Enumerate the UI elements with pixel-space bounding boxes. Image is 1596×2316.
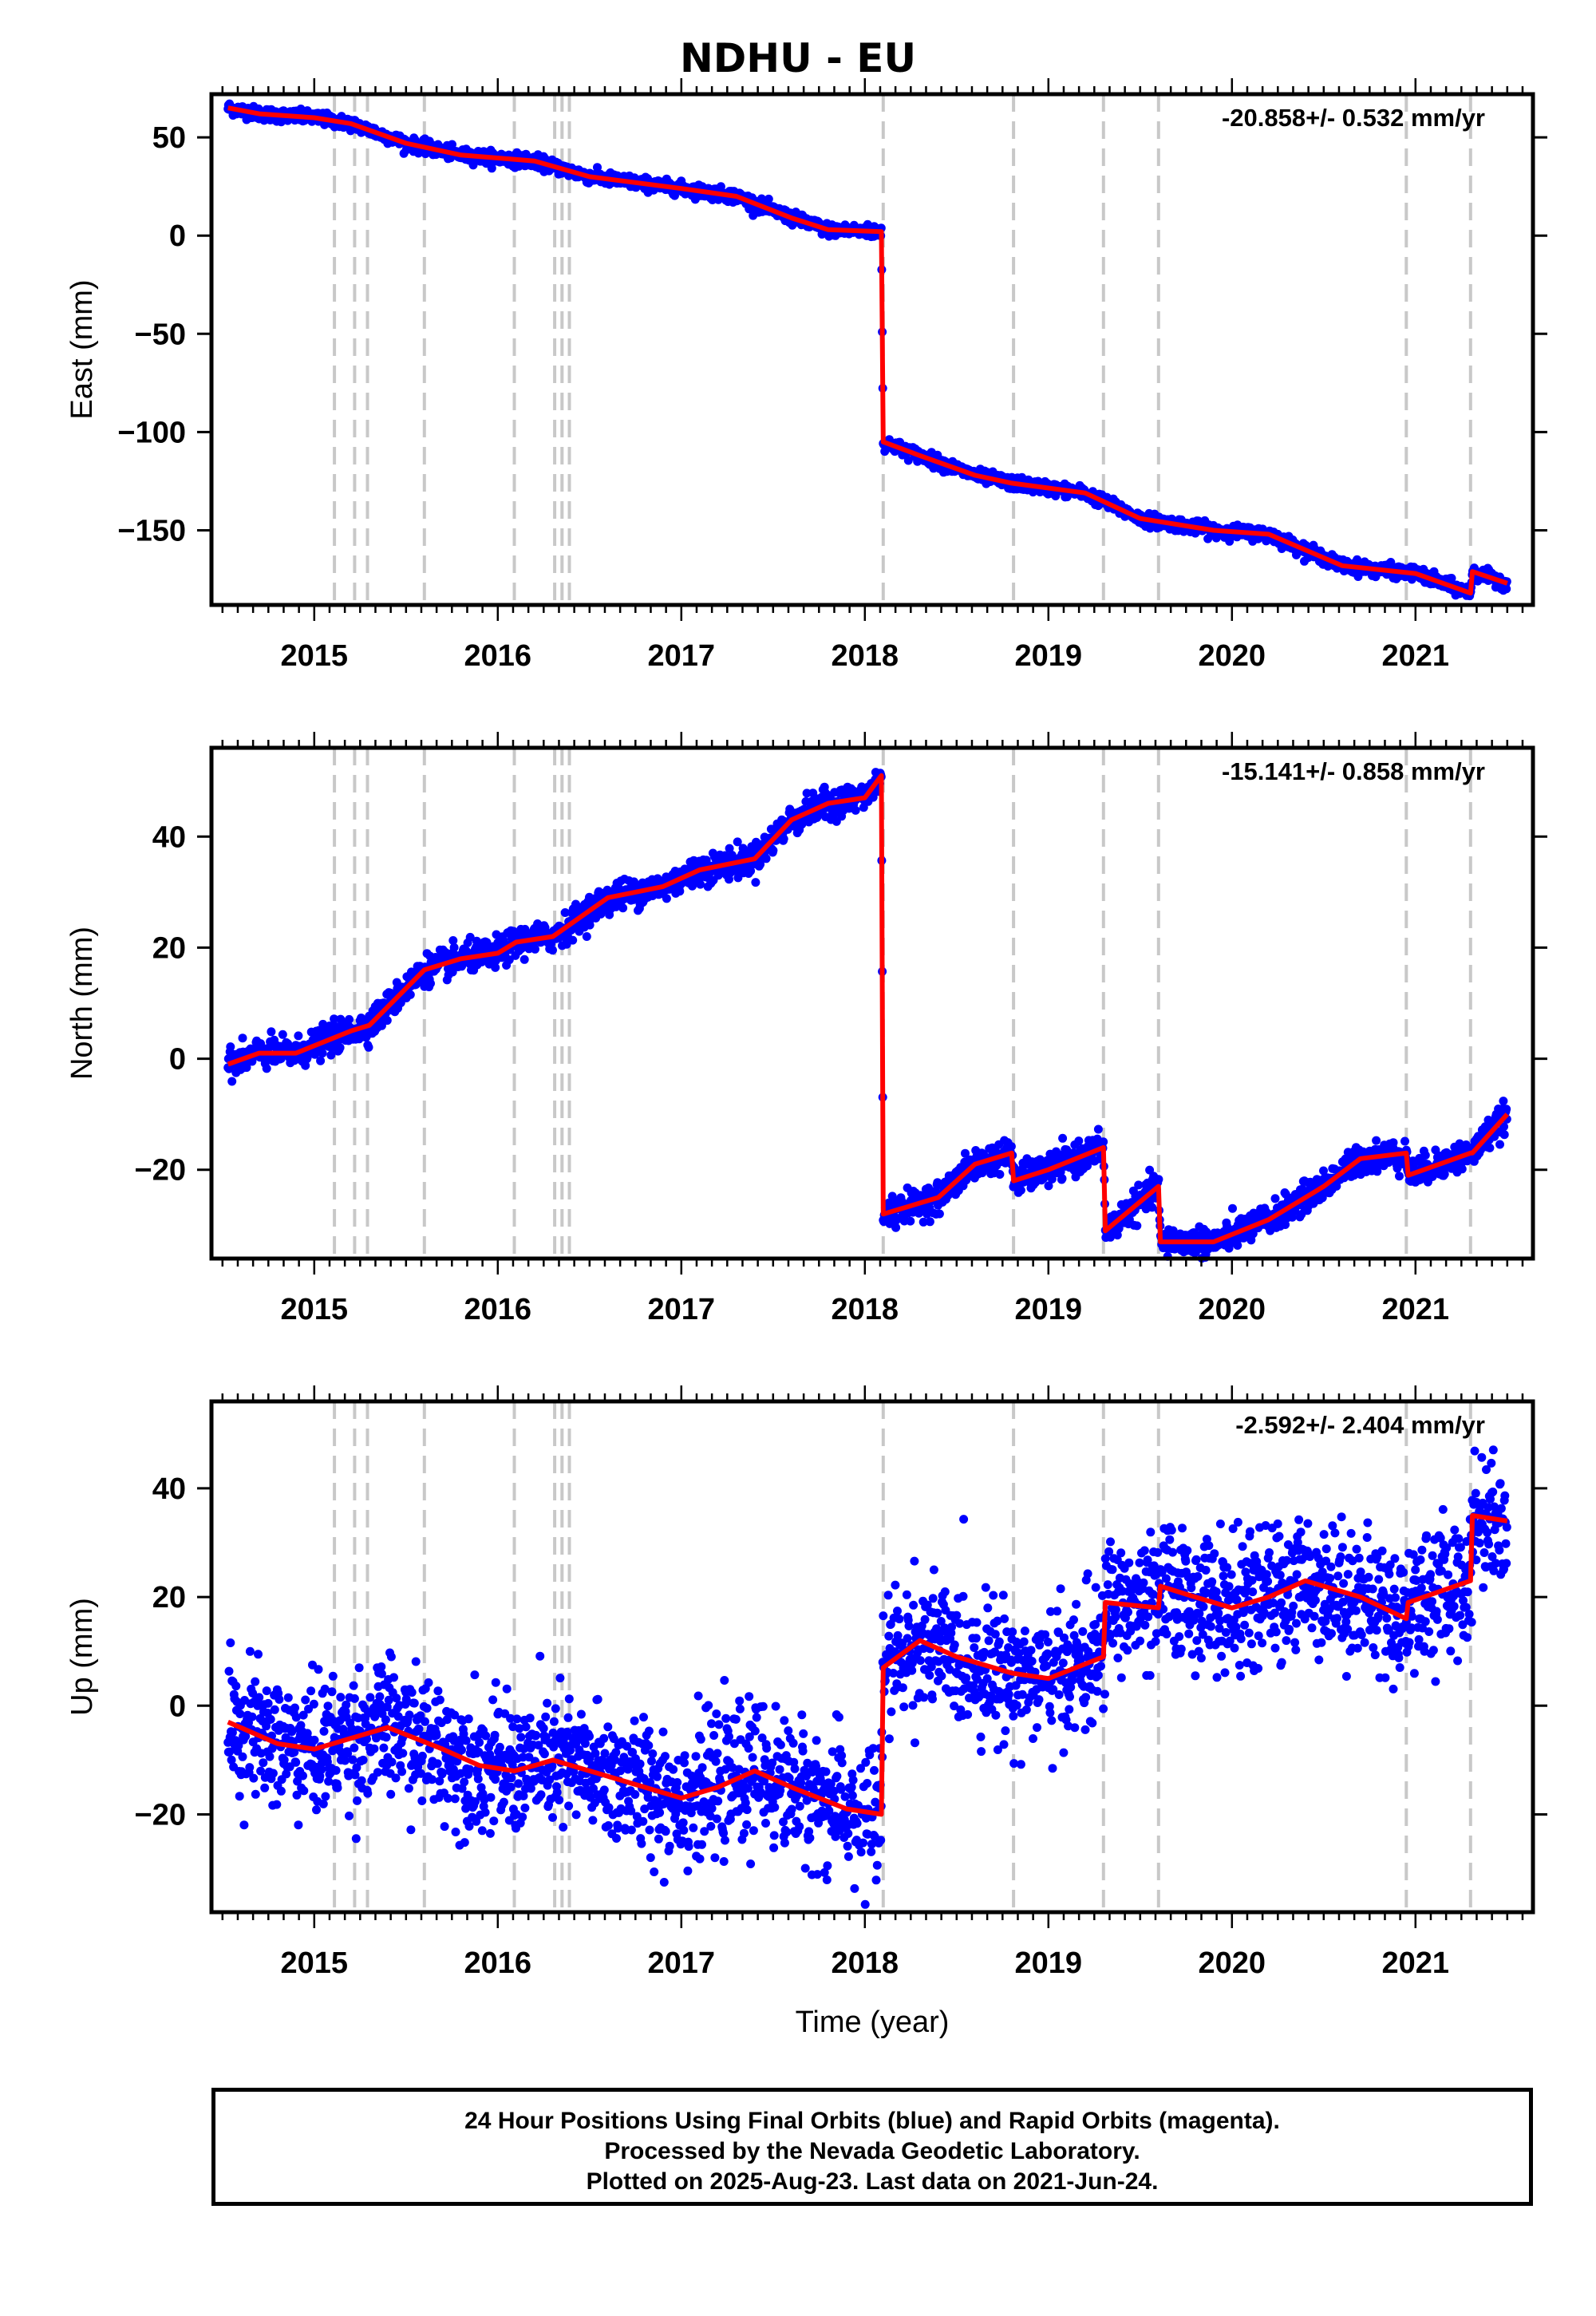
- data-point: [1057, 1174, 1067, 1184]
- model-line: [227, 105, 1508, 596]
- data-point: [335, 1043, 345, 1053]
- data-point: [227, 1077, 237, 1086]
- data-point: [278, 1030, 287, 1039]
- data-point: [262, 1064, 271, 1073]
- data-point: [593, 163, 602, 172]
- data-point: [1074, 1136, 1084, 1146]
- data-point: [519, 954, 529, 964]
- data-point: [1016, 1185, 1025, 1195]
- data-point: [779, 834, 788, 844]
- data-point: [1058, 1133, 1068, 1143]
- data-points: [223, 99, 1511, 601]
- data-point: [405, 990, 415, 999]
- data-point: [675, 887, 685, 896]
- y-axis-label: East (mm): [65, 279, 99, 419]
- data-point: [226, 1042, 235, 1052]
- data-point: [267, 1027, 276, 1037]
- y-tick-label: −100: [117, 416, 186, 449]
- data-point: [696, 879, 705, 889]
- data-point: [1093, 1124, 1103, 1134]
- x-tick-label: 2018: [832, 639, 899, 673]
- data-point: [618, 903, 628, 913]
- data-point: [1006, 1142, 1016, 1151]
- data-point: [1132, 1221, 1142, 1231]
- data-point: [238, 1034, 247, 1043]
- data-point: [995, 1170, 1005, 1179]
- x-tick-label: 2019: [1015, 639, 1083, 673]
- data-point: [768, 846, 778, 856]
- data-point: [751, 878, 760, 887]
- data-point: [318, 1049, 327, 1058]
- data-point: [891, 1223, 901, 1232]
- data-point: [662, 894, 671, 903]
- rate-label: -20.858+/- 0.532 mm/yr: [1222, 104, 1485, 132]
- y-tick-label: 0: [169, 219, 186, 253]
- east-panel: 50 0 −50 −100 −150 2015 2016 2017 2018 2019 2020 20…: [65, 78, 1547, 673]
- page-title: NDHU - EU: [679, 35, 917, 81]
- data-point: [316, 1056, 326, 1065]
- plot-frame: [209, 92, 1535, 607]
- data-point: [548, 946, 557, 955]
- data-point: [294, 1031, 303, 1041]
- data-point: [426, 978, 435, 988]
- data-point: [906, 1216, 915, 1226]
- y-tick-label: −150: [117, 514, 186, 547]
- data-point: [1270, 1194, 1280, 1203]
- data-point: [382, 1016, 392, 1026]
- data-point: [1154, 1175, 1163, 1184]
- data-point: [851, 805, 860, 815]
- x-tick-label: 2021: [1382, 639, 1450, 673]
- x-tick-label: 2020: [1199, 639, 1266, 673]
- data-point: [761, 854, 771, 864]
- data-point: [1099, 1137, 1108, 1147]
- x-tick-label: 2016: [464, 639, 532, 673]
- data-point: [764, 194, 773, 204]
- data-point: [934, 1209, 944, 1219]
- y-tick-label: −50: [135, 318, 186, 351]
- x-tick-label: 2017: [648, 639, 716, 673]
- x-tick-label: 2015: [281, 639, 349, 673]
- data-point: [364, 1042, 373, 1052]
- data-point: [582, 932, 591, 941]
- y-tick-label: 50: [152, 121, 186, 155]
- data-point: [568, 935, 578, 945]
- data-point: [903, 456, 913, 465]
- data-point: [925, 1217, 934, 1227]
- data-point: [531, 944, 539, 954]
- data-point: [449, 943, 459, 952]
- data-point: [1228, 1203, 1237, 1213]
- data-point: [345, 1014, 354, 1024]
